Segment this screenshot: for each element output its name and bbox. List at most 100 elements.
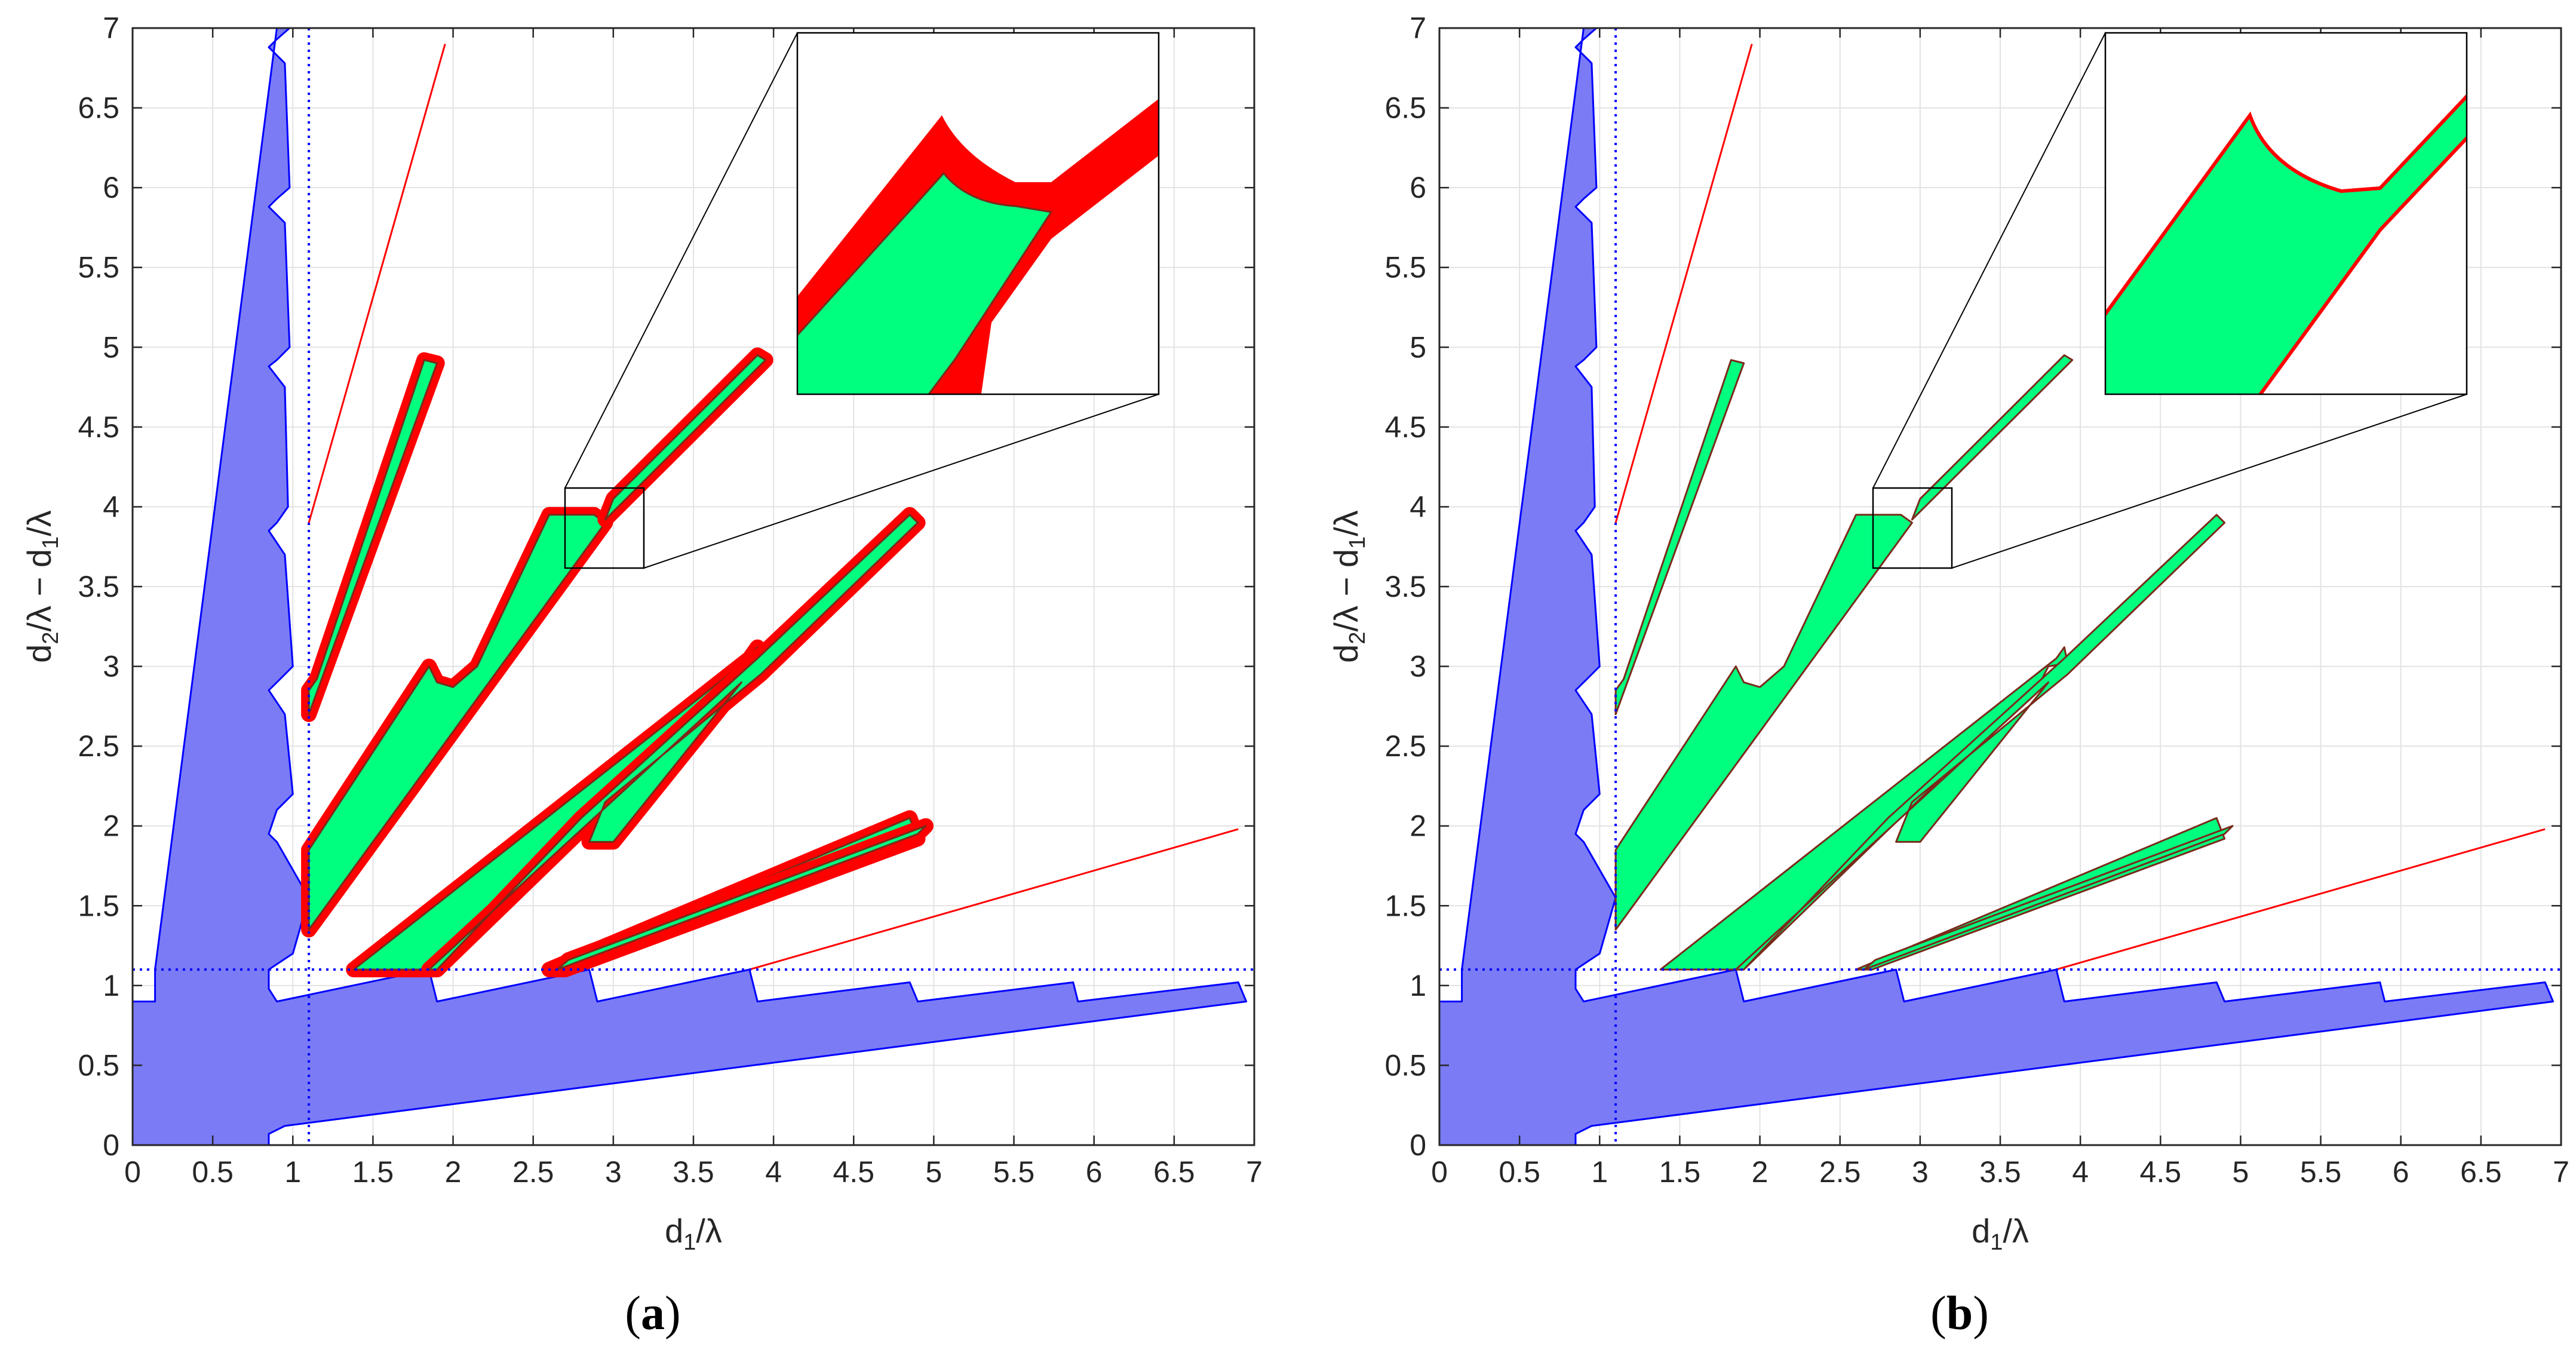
green-region-a-6 <box>556 825 927 971</box>
x-tick-label-b-13: 6.5 <box>2460 1155 2502 1189</box>
x-tick-label-a-0: 0 <box>124 1155 141 1189</box>
x-tick-label-a-12: 6 <box>1086 1155 1103 1189</box>
x-tick-label-a-2: 1 <box>284 1155 301 1189</box>
x-tick-label-b-2: 1 <box>1591 1155 1608 1189</box>
x-tick-label-b-4: 2 <box>1752 1155 1768 1189</box>
y-tick-label-b-5: 2.5 <box>1384 729 1426 763</box>
y-tick-label-a-0: 0 <box>103 1128 119 1162</box>
ticks-b: 0 0.5 1 1.5 2 2.5 3 3.5 4 4.5 5 5.5 6 6.5 7 0 0.5 1 1.5 2 2.… <box>1384 11 2569 1189</box>
y-tick-label-b-3: 1.5 <box>1384 889 1426 922</box>
red-line-a-1 <box>749 828 1239 971</box>
x-tick-label-b-9: 4.5 <box>2140 1155 2182 1189</box>
regions-a <box>133 28 1248 1145</box>
x-tick-label-b-6: 3 <box>1912 1155 1929 1189</box>
y-tick-label-a-1: 0.5 <box>78 1048 119 1082</box>
x-tick-label-a-6: 3 <box>605 1155 622 1189</box>
x-tick-label-b-10: 5 <box>2233 1155 2249 1189</box>
y-tick-label-b-14: 7 <box>1410 11 1426 45</box>
inset-a <box>796 32 1160 395</box>
green-region-b-0 <box>1614 359 1745 716</box>
green-region-b-4 <box>1734 514 2226 971</box>
x-tick-label-a-7: 3.5 <box>673 1155 714 1189</box>
x-tick-label-b-5: 2.5 <box>1819 1155 1861 1189</box>
y-tick-label-a-13: 6.5 <box>78 91 119 125</box>
x-tick-label-a-3: 1.5 <box>352 1155 394 1189</box>
y-tick-label-a-11: 5.5 <box>78 251 119 284</box>
x-tick-label-b-12: 6 <box>2393 1155 2409 1189</box>
green-region-a-4 <box>428 514 919 971</box>
panel-label-a: (a) <box>625 1287 680 1340</box>
green-region-b-6 <box>1863 825 2234 971</box>
x-tick-label-a-4: 2 <box>445 1155 462 1189</box>
y-tick-label-b-8: 4 <box>1410 490 1426 523</box>
y-tick-label-b-7: 3.5 <box>1384 570 1426 603</box>
y-tick-label-a-9: 4.5 <box>78 410 119 444</box>
y-tick-label-b-11: 5.5 <box>1384 251 1426 284</box>
zoom-connector-a-1 <box>564 32 798 489</box>
y-tick-label-a-2: 1 <box>103 969 119 1002</box>
x-tick-label-a-14: 7 <box>1246 1155 1263 1189</box>
dotted-lines-a <box>133 28 1254 1145</box>
y-tick-label-b-12: 6 <box>1410 171 1426 204</box>
ticks-a: 0 0.5 1 1.5 2 2.5 3 3.5 4 4.5 5 5.5 6 6.5 7 0 0.5 1 1.5 2 2.… <box>78 11 1262 1189</box>
y-tick-label-b-1: 0.5 <box>1384 1048 1426 1082</box>
y-tick-label-a-4: 2 <box>103 809 119 843</box>
x-tick-label-a-13: 6.5 <box>1153 1155 1195 1189</box>
y-tick-label-a-8: 4 <box>103 490 119 523</box>
x-tick-label-a-9: 4.5 <box>833 1155 875 1189</box>
x-tick-label-a-8: 4 <box>765 1155 782 1189</box>
red-line-b-1 <box>2056 828 2546 971</box>
zoom-box-a <box>564 487 645 569</box>
y-tick-label-a-14: 7 <box>103 11 119 45</box>
x-tick-label-b-0: 0 <box>1431 1155 1448 1189</box>
panel-a: 0 0.5 1 1.5 2 2.5 3 3.5 4 4.5 5 5.5 6 6.5 7 0 0.5 1 1.5 2 2.… <box>20 11 1263 1340</box>
y-tick-label-b-4: 2 <box>1410 809 1426 843</box>
zoom-connector-a-2 <box>643 394 1159 569</box>
y-tick-label-a-6: 3 <box>103 650 119 683</box>
x-axis-label-a: d1/λ <box>665 1212 722 1255</box>
x-tick-label-a-11: 5.5 <box>993 1155 1035 1189</box>
y-tick-label-a-7: 3.5 <box>78 570 119 603</box>
inset-b-green <box>2105 93 2467 394</box>
y-tick-label-b-9: 4.5 <box>1384 410 1426 444</box>
y-axis-label-a: d2/λ − d1/λ <box>20 510 63 663</box>
y-tick-label-a-12: 6 <box>103 171 119 204</box>
green-region-a-2 <box>604 354 767 521</box>
x-tick-label-b-11: 5.5 <box>2300 1155 2342 1189</box>
green-region-b-1 <box>1614 514 1913 931</box>
dotted-lines-b <box>1439 28 2561 1145</box>
inset-b <box>2104 32 2468 395</box>
green-region-b-2 <box>1911 354 2074 521</box>
inset-a-green-core <box>797 171 1053 394</box>
x-tick-label-b-3: 1.5 <box>1659 1155 1701 1189</box>
y-tick-label-a-3: 1.5 <box>78 889 119 922</box>
x-tick-label-b-1: 0.5 <box>1499 1155 1540 1189</box>
green-region-b-5 <box>1855 817 2226 971</box>
zoom-connector-b-1 <box>1872 32 2106 489</box>
panel-b: 0 0.5 1 1.5 2 2.5 3 3.5 4 4.5 5 5.5 6 6.5 7 0 0.5 1 1.5 2 2.… <box>1327 11 2569 1340</box>
x-tick-label-a-5: 2.5 <box>512 1155 554 1189</box>
x-tick-label-a-1: 0.5 <box>192 1155 234 1189</box>
x-axis-label-b: d1/λ <box>1972 1212 2029 1255</box>
blue-region-b-0 <box>1439 28 2554 1145</box>
y-tick-label-b-10: 5 <box>1410 330 1426 364</box>
y-axis-label-b: d2/λ − d1/λ <box>1327 510 1370 663</box>
red-line-b-0 <box>1614 44 1753 523</box>
regions-b <box>1439 28 2554 1145</box>
x-tick-label-b-7: 3.5 <box>1979 1155 2021 1189</box>
red-line-a-0 <box>308 44 446 523</box>
green-region-a-0 <box>308 359 438 716</box>
y-tick-label-b-0: 0 <box>1410 1128 1426 1162</box>
zoom-connector-b-2 <box>1951 394 2467 569</box>
y-tick-label-a-5: 2.5 <box>78 729 119 763</box>
panel-label-b: (b) <box>1930 1287 1989 1340</box>
y-tick-label-b-13: 6.5 <box>1384 91 1426 125</box>
x-tick-label-b-8: 4 <box>2072 1155 2089 1189</box>
y-tick-label-b-6: 3 <box>1410 650 1426 683</box>
blue-region-a-0 <box>133 28 1248 1145</box>
x-tick-label-a-10: 5 <box>926 1155 942 1189</box>
y-tick-label-a-10: 5 <box>103 330 119 364</box>
zoom-box-b <box>1872 487 1953 569</box>
x-tick-label-b-14: 7 <box>2553 1155 2569 1189</box>
